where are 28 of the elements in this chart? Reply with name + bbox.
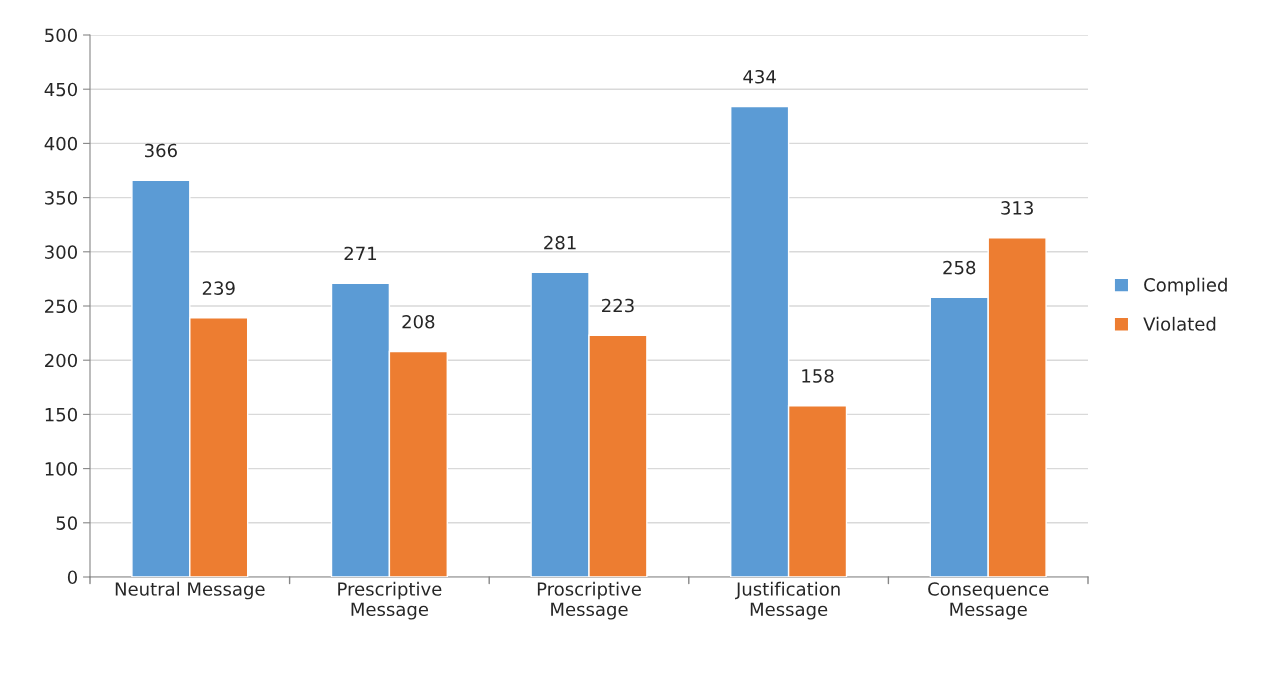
x-tick-label: Prescriptive Message [338, 581, 442, 620]
legend-label: Violated [1143, 316, 1216, 331]
y-tick-label: 250 [45, 299, 77, 314]
legend-label: Complied [1144, 277, 1227, 296]
y-tick-label: 150 [45, 407, 77, 422]
data-label: 313 [1001, 201, 1033, 215]
y-tick-label: 50 [56, 516, 77, 530]
data-label: 271 [344, 246, 377, 261]
y-tick-label: 500 [45, 28, 77, 43]
x-tick-label: Neutral Message [115, 581, 265, 600]
y-tick-label: 300 [45, 245, 77, 259]
y-tick-label: 200 [45, 353, 77, 368]
y-tick-label: 350 [45, 191, 77, 205]
y-tick-label: 0 [67, 570, 77, 585]
data-label: 434 [743, 69, 776, 84]
x-tick-label: Justification Message [735, 581, 840, 620]
data-label: 239 [202, 281, 235, 295]
y-tick-label: 100 [45, 462, 77, 476]
data-label: 208 [402, 314, 435, 329]
data-label: 366 [145, 143, 177, 158]
data-label: 281 [544, 235, 576, 250]
x-tick-label: Proscriptive Message [537, 581, 641, 620]
data-label: 158 [802, 369, 834, 383]
y-tick-label: 400 [44, 136, 77, 151]
y-tick-label: 450 [44, 82, 77, 97]
data-label: 223 [602, 298, 634, 313]
x-tick-label: Consequence Message [928, 582, 1049, 620]
data-label: 258 [943, 260, 976, 275]
